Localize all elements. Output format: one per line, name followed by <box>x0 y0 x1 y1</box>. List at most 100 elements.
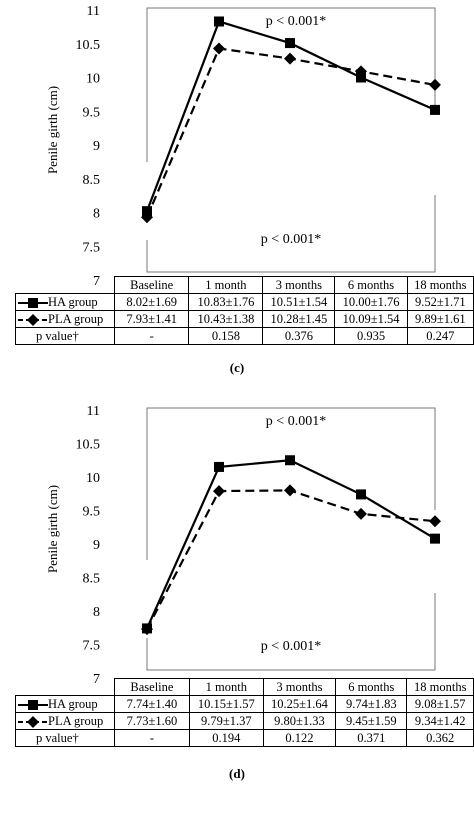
data-point-pla <box>141 211 153 224</box>
y-tick-label: 7 <box>93 274 100 289</box>
data-table-c: Baseline 1 month 3 months 6 months 18 mo… <box>15 276 474 345</box>
table-row-pla: PLA group 7.93±1.41 10.43±1.38 10.28±1.4… <box>15 310 474 328</box>
table-cell: 0.122 <box>262 729 337 747</box>
y-axis-label: Penile girth (cm) <box>45 485 60 573</box>
table-cell: 9.08±1.57 <box>406 695 474 713</box>
chart-panel-d: 7 7.5 8 8.5 9 9.5 10 10.5 11 Penile girth (cm) p <… <box>0 396 474 781</box>
y-tick-label: 10.5 <box>76 438 101 453</box>
legend-ha: HA group <box>14 695 116 713</box>
legend-ha-swatch <box>18 297 48 308</box>
table-header-cell: 1 month <box>188 276 264 294</box>
significance-bracket-top <box>146 7 436 162</box>
table-cell: 10.51±1.54 <box>262 293 336 311</box>
legend-ha-label: HA group <box>48 696 98 711</box>
y-tick-label: 10 <box>86 72 100 87</box>
y-tick-label: 11 <box>87 4 100 19</box>
y-tick-label: 10.5 <box>76 38 101 53</box>
panel-label-c: (c) <box>229 360 245 375</box>
y-tick-label: 8 <box>93 605 100 620</box>
y-tick-label: 8 <box>93 207 100 222</box>
legend-pla-label: PLA group <box>48 311 104 326</box>
table-cell: 9.79±1.37 <box>188 712 264 730</box>
y-tick-label: 7.5 <box>83 639 101 654</box>
table-header-cell: 18 months <box>406 276 474 294</box>
table-row-pvalue: p value† - 0.158 0.376 0.935 0.247 <box>15 327 474 345</box>
data-point-pla <box>429 515 441 528</box>
table-cell: 10.00±1.76 <box>334 293 408 311</box>
pvalue-label: p value† <box>14 729 116 747</box>
significance-bracket-bottom <box>146 593 436 671</box>
y-tick-label: 9 <box>93 139 100 154</box>
table-header-cell: 6 months <box>335 678 408 696</box>
data-table-d: Baseline 1 month 3 months 6 months 18 mo… <box>14 678 474 747</box>
table-cell: 7.74±1.40 <box>114 695 190 713</box>
table-cell: 9.80±1.33 <box>262 712 337 730</box>
data-point-ha <box>214 16 224 27</box>
table-header-cell: 6 months <box>334 276 408 294</box>
annotation-bottom: p < 0.001* <box>261 639 321 654</box>
data-point-ha <box>430 533 440 544</box>
table-cell: 7.93±1.41 <box>113 310 190 328</box>
table-cell: 0.362 <box>406 729 474 747</box>
series-line-pla <box>146 489 436 630</box>
table-header-cell: 18 months <box>406 678 474 696</box>
data-point-pla <box>284 484 296 497</box>
table-header-cell: 1 month <box>188 678 264 696</box>
table-cell: 9.74±1.83 <box>335 695 408 713</box>
y-tick-label: 9.5 <box>83 505 101 520</box>
table-cell: 10.25±1.64 <box>262 695 337 713</box>
significance-bracket-bottom <box>146 195 436 273</box>
table-header-cell: 3 months <box>262 678 337 696</box>
data-point-pla <box>355 507 367 520</box>
data-point-ha <box>285 38 295 49</box>
legend-ha-swatch <box>18 699 48 710</box>
legend-ha-label: HA group <box>48 294 98 309</box>
legend-ha: HA group <box>15 293 115 311</box>
data-point-ha <box>356 72 366 83</box>
y-tick-label: 7.5 <box>83 240 101 255</box>
table-cell: 10.09±1.54 <box>334 310 408 328</box>
table-header-row: Baseline 1 month 3 months 6 months 18 mo… <box>16 678 474 696</box>
table-cell: 9.45±1.59 <box>335 712 408 730</box>
table-row-ha: HA group 8.02±1.69 10.83±1.76 10.51±1.54… <box>15 293 474 311</box>
table-cell: 7.73±1.60 <box>114 712 190 730</box>
table-cell: - <box>114 729 190 747</box>
data-point-pla <box>355 65 367 78</box>
legend-pla-label: PLA group <box>48 713 104 728</box>
table-cell: 0.371 <box>335 729 408 747</box>
table-cell: 0.158 <box>188 327 264 345</box>
legend-pla-swatch <box>18 715 48 728</box>
significance-bracket-top <box>146 407 436 560</box>
data-point-pla <box>213 42 225 55</box>
y-axis-label: Penile girth (cm) <box>45 86 60 174</box>
annotation-top: p < 0.001* <box>266 414 326 429</box>
table-row-pvalue: p value† - 0.194 0.122 0.371 0.362 <box>14 729 474 747</box>
table-row-ha: HA group 7.74±1.40 10.15±1.57 10.25±1.64… <box>14 695 474 713</box>
table-header-row: Baseline 1 month 3 months 6 months 18 mo… <box>16 276 474 294</box>
annotation-top: p < 0.001* <box>266 14 326 29</box>
table-row-pla: PLA group 7.73±1.60 9.79±1.37 9.80±1.33 … <box>14 712 474 730</box>
y-tick-label: 8.5 <box>83 572 101 587</box>
legend-pla: PLA group <box>15 310 115 328</box>
table-cell: 9.89±1.61 <box>406 310 474 328</box>
table-cell: 8.02±1.69 <box>113 293 190 311</box>
table-cell: 10.28±1.45 <box>262 310 336 328</box>
table-cell: 10.83±1.76 <box>188 293 264 311</box>
table-cell: 10.15±1.57 <box>188 695 264 713</box>
chart-panel-c: 7 7.5 8 8.5 9 9.5 10 10.5 11 Penile girth (cm) p <… <box>0 0 474 380</box>
legend-pla-swatch <box>18 313 48 326</box>
data-point-ha <box>214 461 224 472</box>
y-tick-label: 8.5 <box>83 173 101 188</box>
table-cell: 0.935 <box>334 327 408 345</box>
table-corner <box>16 679 115 696</box>
y-tick-label: 11 <box>87 404 100 419</box>
data-point-pla <box>213 485 225 498</box>
table-header-cell: Baseline <box>113 276 190 294</box>
table-cell: 9.52±1.71 <box>406 293 474 311</box>
pvalue-label: p value† <box>15 327 115 345</box>
y-tick-label: 9.5 <box>83 105 101 120</box>
data-point-pla <box>284 52 296 65</box>
data-point-pla <box>429 78 441 91</box>
data-point-ha <box>285 455 295 466</box>
y-tick-label: 10 <box>86 471 100 486</box>
